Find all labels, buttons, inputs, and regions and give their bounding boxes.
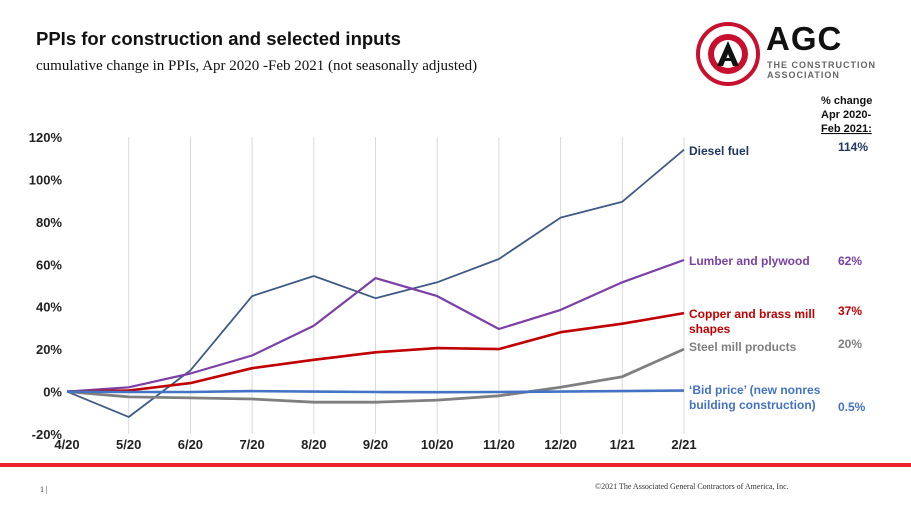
y-tick-label: 20% [36, 342, 62, 357]
series-lines [66, 149, 685, 418]
x-tick-label: 5/20 [116, 437, 141, 452]
x-tick-label: 7/20 [239, 437, 264, 452]
x-tick-label: 2/21 [671, 437, 696, 452]
change-value-diesel: 114% [838, 140, 868, 154]
agc-logo: AGC THE CONSTRUCTION ASSOCIATION [696, 20, 896, 92]
series-label-lumber: Lumber and plywood [689, 254, 810, 268]
gridlines [128, 137, 685, 434]
series-label-diesel: Diesel fuel [689, 144, 749, 158]
footer-rule [0, 463, 911, 467]
x-tick-label: 11/20 [483, 437, 515, 452]
change-value-copper: 37% [838, 304, 862, 318]
x-tick-label: 6/20 [178, 437, 203, 452]
change-value-steel: 20% [838, 337, 862, 351]
x-tick-label: 10/20 [421, 437, 454, 452]
series-label-steel: Steel mill products [689, 340, 797, 354]
page-number: 1 | [40, 485, 48, 494]
y-tick-label: 40% [36, 300, 62, 315]
x-tick-label: 4/20 [54, 437, 79, 452]
series-line-bid [66, 389, 685, 394]
copyright-notice: ©2021 The Associated General Contractors… [595, 482, 789, 491]
y-tick-label: 80% [36, 215, 62, 230]
logo-tagline-2: ASSOCIATION [767, 70, 840, 80]
line-chart: -20% 0% 20% 40% 60% 80% 100% 120% 4/20 5/20 6/20 7/… [29, 95, 873, 452]
x-tick-label: 8/20 [301, 437, 326, 452]
series-label-copper: Copper and brass mill [689, 307, 815, 321]
series-label-copper: shapes [689, 322, 731, 336]
x-tick-label: 12/20 [544, 437, 577, 452]
y-tick-label: 0% [43, 385, 62, 400]
agc-seal-icon [696, 22, 760, 86]
change-header-line: Feb 2021: [821, 123, 872, 135]
logo-tagline-1: THE CONSTRUCTION [767, 60, 876, 70]
y-tick-label: -20% [32, 427, 63, 442]
change-header-line: Apr 2020- [821, 109, 871, 121]
series-labels: Diesel fuel 114% Lumber and plywood 62% Copp… [689, 140, 868, 414]
change-value-lumber: 62% [838, 254, 862, 268]
y-tick-label: 120% [29, 130, 63, 145]
series-label-bid: building construction) [689, 398, 816, 412]
y-tick-label: 60% [36, 257, 62, 272]
x-tick-label: 9/20 [363, 437, 388, 452]
series-line-lumber [66, 258, 685, 393]
change-value-bid: 0.5% [838, 400, 866, 414]
series-line-steel [66, 347, 685, 404]
y-tick-label: 100% [29, 172, 63, 187]
axes: -20% 0% 20% 40% 60% 80% 100% 120% 4/20 5/20 6/20 7/… [29, 130, 697, 452]
change-header: % change Apr 2020- Feb 2021: [821, 95, 872, 135]
logo-wordmark: AGC [766, 20, 843, 57]
chart-title: PPIs for construction and selected input… [36, 28, 401, 49]
chart-subtitle: cumulative change in PPIs, Apr 2020 -Feb… [36, 58, 478, 74]
change-header-line: % change [821, 95, 872, 107]
series-label-bid: ‘Bid price’ (new nonres [689, 383, 821, 397]
series-line-copper [66, 311, 685, 393]
x-tick-label: 1/21 [610, 437, 635, 452]
